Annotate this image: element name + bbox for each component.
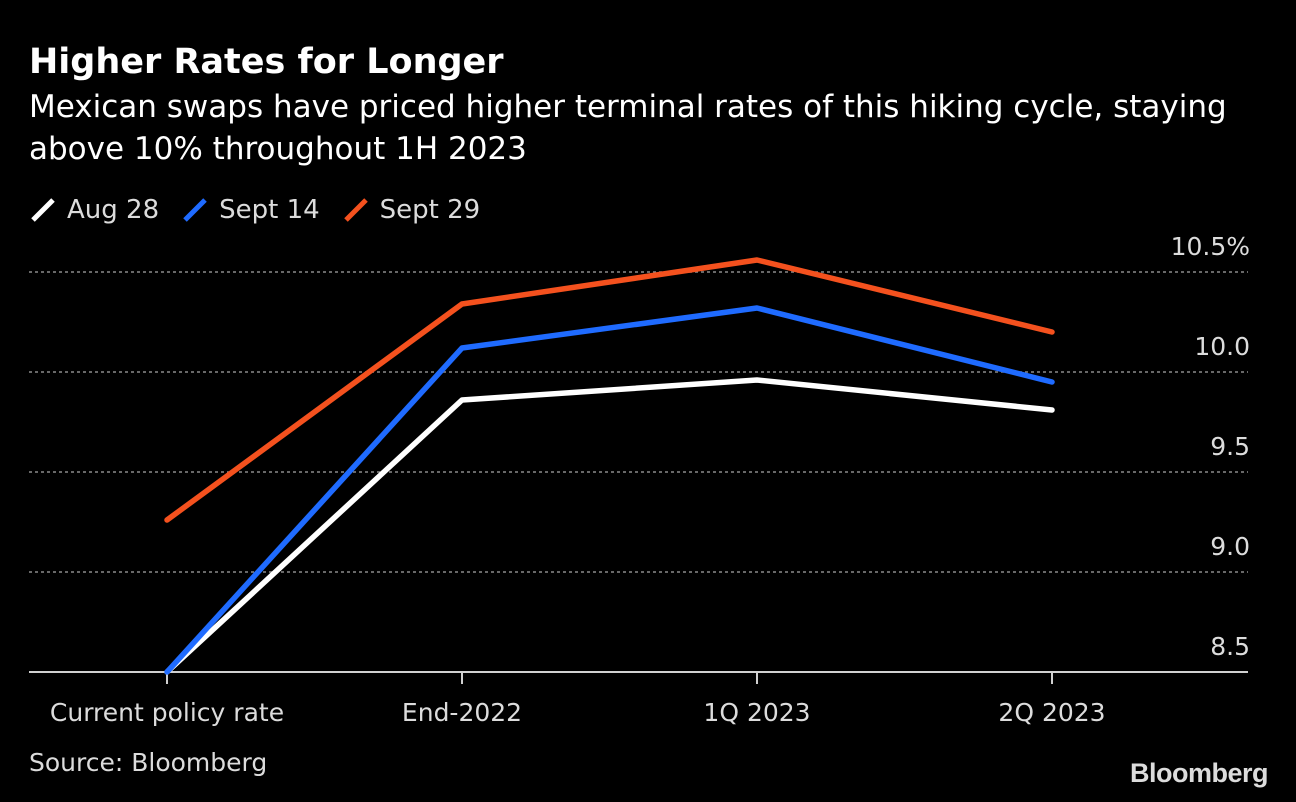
x-tick-label: Current policy rate <box>50 698 284 727</box>
y-tick-label: 10.5% <box>1171 232 1250 261</box>
source-note: Source: Bloomberg <box>29 748 268 777</box>
legend-swatch-sept-29 <box>343 198 368 222</box>
y-tick-label: 9.0 <box>1210 532 1250 561</box>
legend-item-aug-28: Aug 28 <box>29 195 159 225</box>
legend-label-sept-14: Sept 14 <box>219 195 320 225</box>
y-tick-label: 9.5 <box>1210 432 1250 461</box>
legend-swatch-sept-14 <box>183 198 207 222</box>
legend-item-sept-29: Sept 29 <box>342 195 481 225</box>
series-line-sept-14 <box>164 305 1055 675</box>
x-tick-label: End-2022 <box>402 698 522 727</box>
x-tick-label: 2Q 2023 <box>998 698 1105 727</box>
legend: Aug 28 Sept 14 Sept 29 <box>29 192 502 228</box>
series-line-sept-29 <box>164 257 1055 523</box>
legend-label-sept-29: Sept 29 <box>379 195 481 225</box>
legend-item-sept-14: Sept 14 <box>181 195 320 225</box>
chart-title: Higher Rates for Longer <box>29 42 504 82</box>
legend-swatch-aug-28 <box>31 198 55 222</box>
series-line-aug-28 <box>164 377 1055 675</box>
legend-label-aug-28: Aug 28 <box>67 195 160 225</box>
chart-subtitle: Mexican swaps have priced higher termina… <box>29 89 1227 167</box>
y-tick-label: 8.5 <box>1210 632 1250 661</box>
x-tick-label: 1Q 2023 <box>703 698 810 727</box>
bloomberg-logo: Bloomberg <box>1129 758 1269 788</box>
y-tick-label: 10.0 <box>1194 332 1250 361</box>
